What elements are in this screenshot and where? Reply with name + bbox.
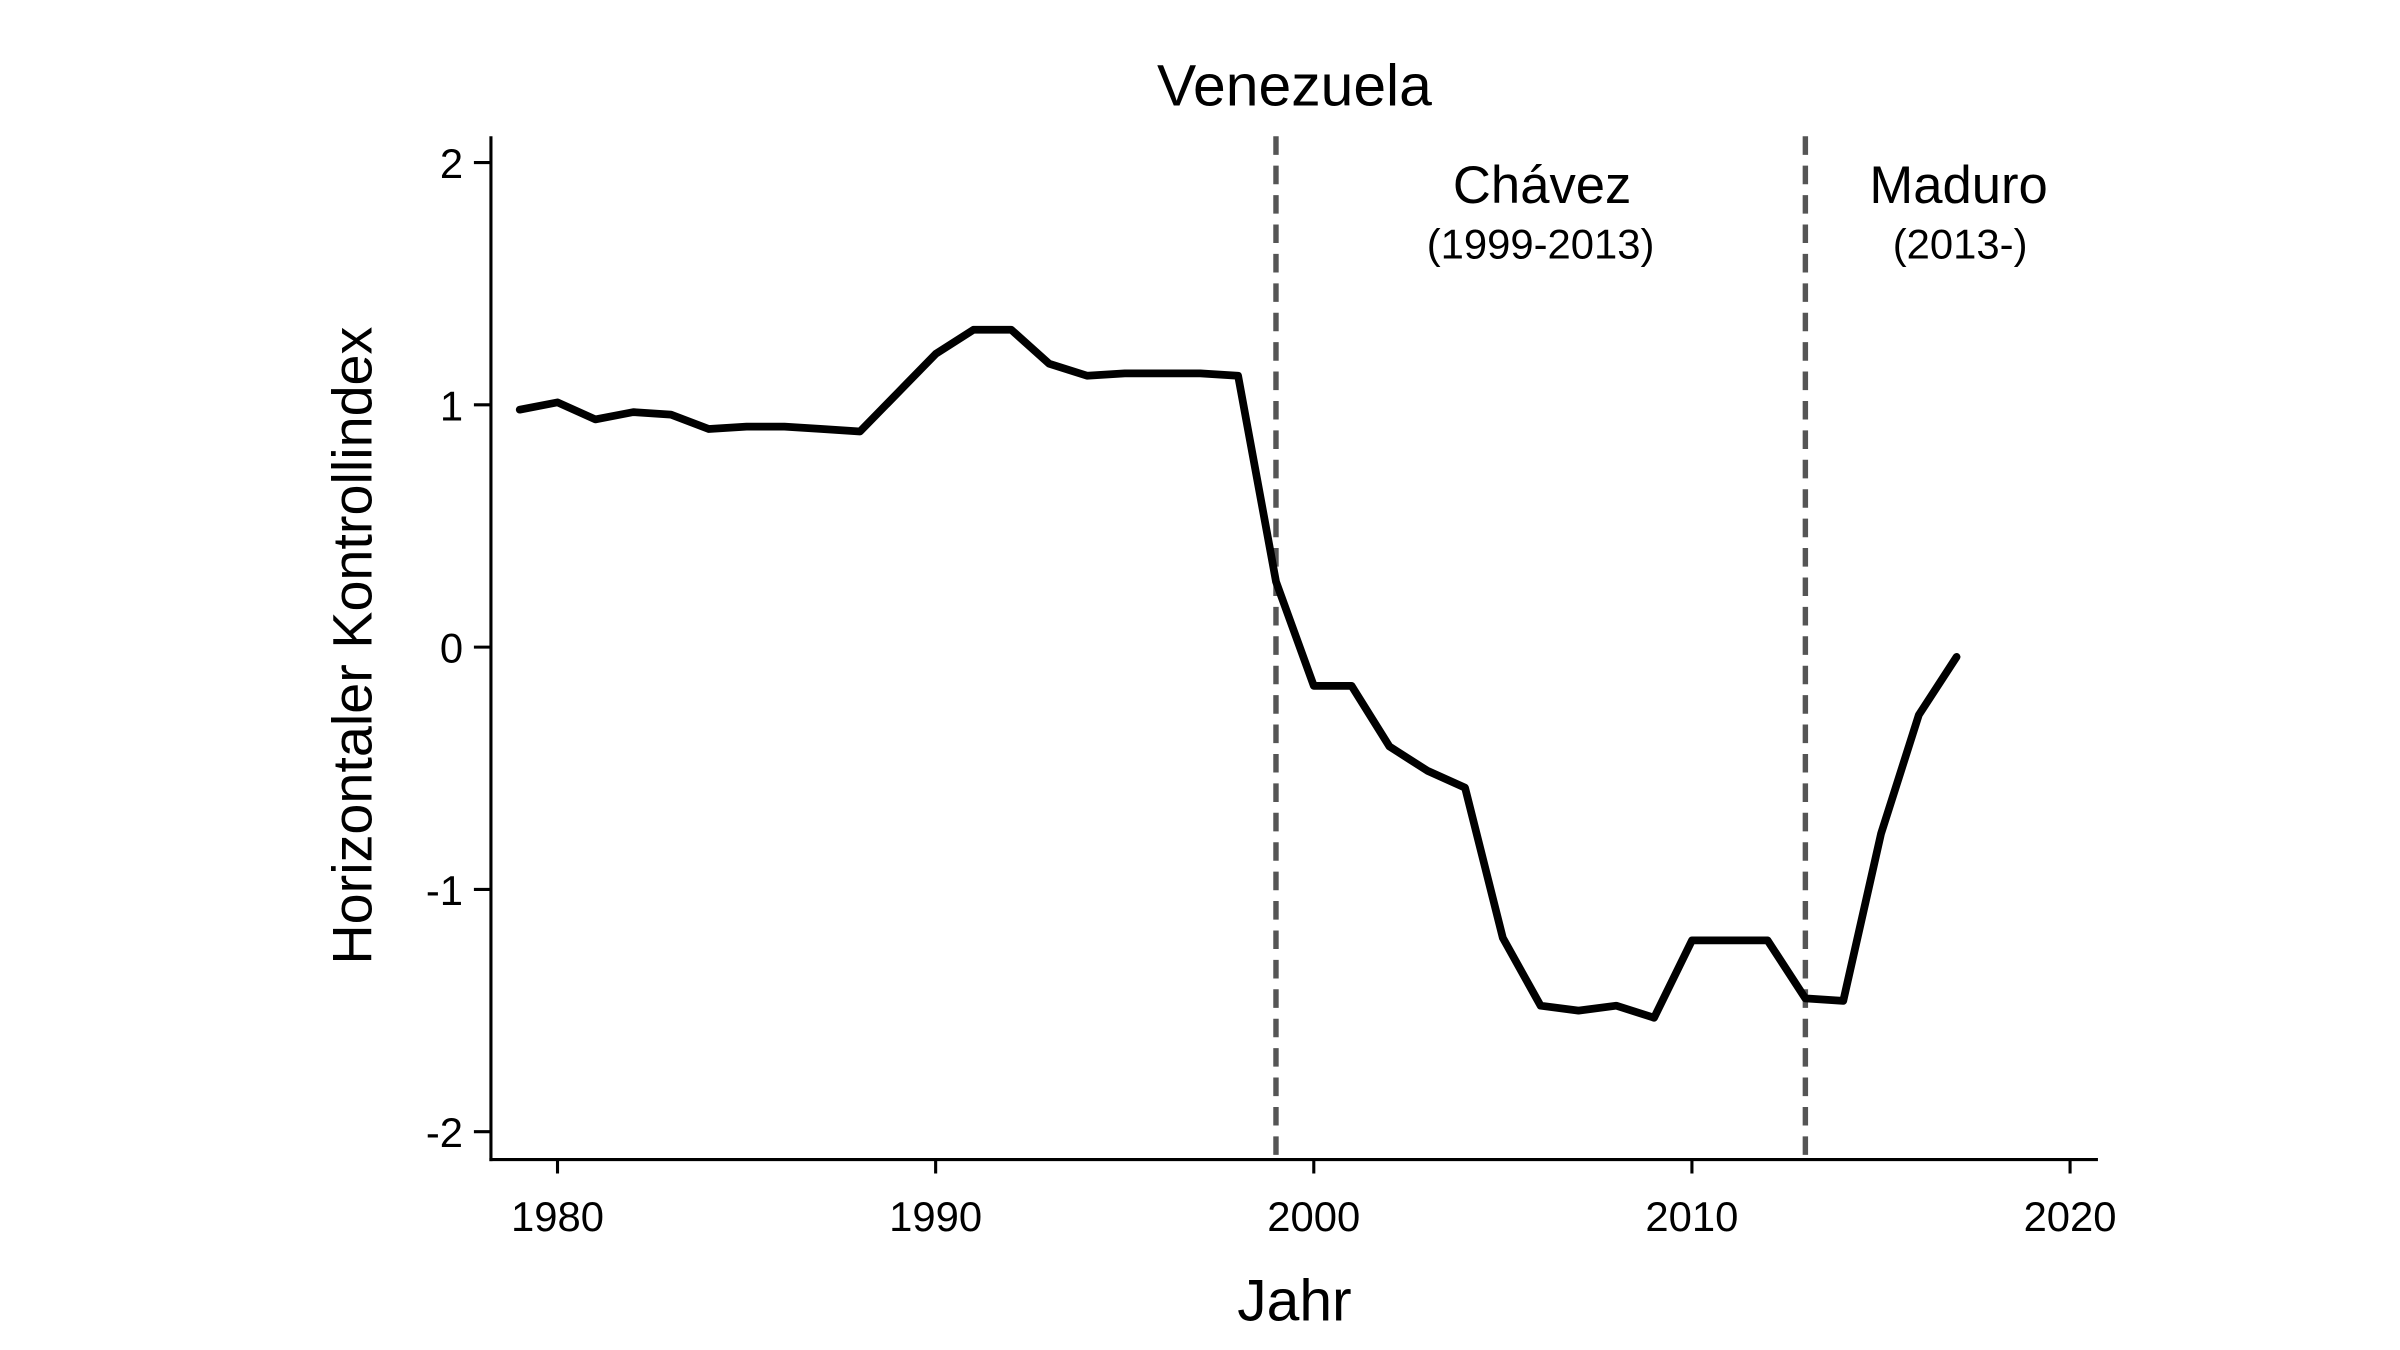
y-tick-label: -2 <box>426 1109 463 1156</box>
x-tick-label: 1990 <box>889 1193 982 1240</box>
annotation-chavez-period: (1999-2013) <box>1427 221 1655 268</box>
series-line <box>515 325 1961 1022</box>
x-tick-label: 2000 <box>1267 1193 1360 1240</box>
x-tick-label: 1980 <box>511 1193 604 1240</box>
y-axis-label: Horizontaler Kontrollindex <box>322 326 384 964</box>
x-tick-label: 2010 <box>1645 1193 1738 1240</box>
y-tick-label: -1 <box>426 867 463 914</box>
annotation-maduro-period: (2013-) <box>1893 221 2028 268</box>
x-tick-label: 2020 <box>2024 1193 2117 1240</box>
annotation-maduro: Maduro <box>1869 156 2047 215</box>
chart-title: Venezuela <box>1157 53 1432 118</box>
y-tick-label: 0 <box>440 625 463 672</box>
x-axis-label: Jahr <box>1237 1269 1351 1334</box>
y-tick-label: 1 <box>440 382 463 429</box>
annotation-chavez: Chávez <box>1453 156 1631 215</box>
y-tick-label: 2 <box>440 140 463 187</box>
